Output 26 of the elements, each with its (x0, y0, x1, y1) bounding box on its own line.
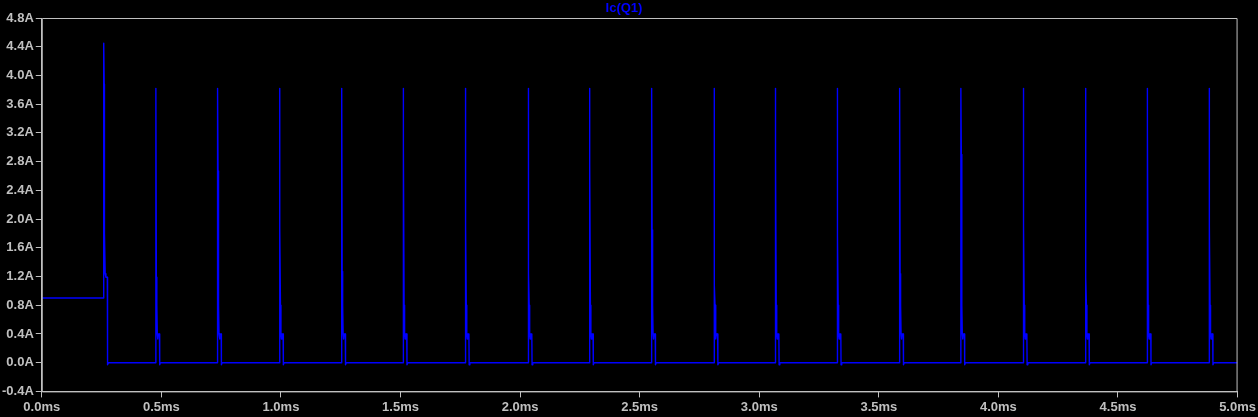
y-tick-label: 2.4A (6, 181, 35, 197)
x-tick-label: 3.0ms (740, 398, 778, 414)
y-tick-label: 1.6A (6, 239, 35, 255)
x-tick-label: 1.5ms (382, 398, 419, 414)
x-tick-label: 4.5ms (1099, 398, 1137, 414)
x-tick-label: 2.0ms (501, 398, 539, 414)
x-tick-label: 3.5ms (860, 398, 898, 414)
x-tick-label: 0.0ms (23, 398, 61, 414)
y-tick-label: 4.0A (6, 67, 35, 83)
y-tick-label: 3.6A (6, 95, 35, 111)
x-tick-label: 4.0ms (979, 398, 1017, 414)
y-tick-label: 0.8A (6, 296, 35, 312)
y-tick-label: 4.4A (6, 38, 35, 54)
x-tick-label: 2.5ms (621, 398, 659, 414)
x-tick-label: 1.0ms (262, 398, 300, 414)
y-tick-label: 0.4A (6, 325, 35, 341)
y-tick-label: 0.0A (6, 354, 35, 370)
y-tick-label: 4.8A (6, 9, 35, 25)
y-tick-label: 3.2A (6, 124, 35, 140)
y-tick-label: 1.2A (6, 268, 35, 284)
x-tick-label: 0.5ms (142, 398, 180, 414)
y-tick-label: 2.8A (6, 153, 35, 169)
chart-title: Ic(Q1) (605, 0, 643, 16)
y-tick-label: -0.4A (1, 382, 35, 398)
y-tick-label: 2.0A (6, 210, 35, 226)
x-tick-label: 5.0ms (1219, 398, 1257, 414)
